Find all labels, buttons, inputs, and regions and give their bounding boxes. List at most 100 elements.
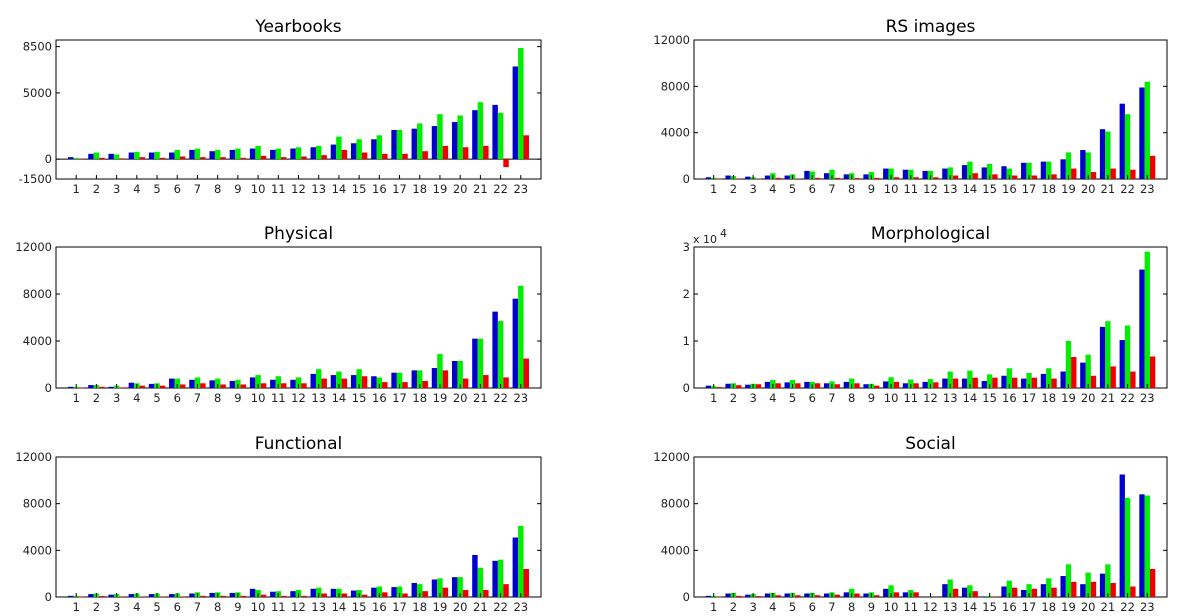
bar-cat-3-series-3 xyxy=(119,596,125,597)
bar-cat-10-series-1 xyxy=(883,588,889,597)
bar-cat-11-series-2 xyxy=(908,169,914,179)
bar-cat-15-series-3 xyxy=(361,376,368,388)
bar-cat-4-series-3 xyxy=(139,157,146,160)
x-tick-label: 21 xyxy=(473,182,488,196)
bar-cat-2-series-3 xyxy=(736,385,742,388)
bar-cat-16-series-1 xyxy=(1001,166,1007,179)
x-tick-label: 21 xyxy=(473,600,488,614)
x-tick-label: 5 xyxy=(789,600,796,614)
bar-cat-17-series-1 xyxy=(391,587,397,597)
bar-cat-17-series-1 xyxy=(1021,378,1027,388)
bar-cat-14-series-1 xyxy=(330,375,337,388)
bar-cat-20-series-2 xyxy=(457,115,463,160)
bar-cat-11-series-2 xyxy=(275,376,282,388)
x-tick-label: 12 xyxy=(291,391,306,405)
x-tick-label: 1 xyxy=(710,182,717,196)
x-tick-label: 12 xyxy=(291,182,306,196)
bar-cat-5-series-3 xyxy=(795,178,801,179)
bar-cat-19-series-2 xyxy=(1065,564,1072,597)
bar-cat-2-series-1 xyxy=(725,383,731,388)
x-tick-label: 8 xyxy=(214,391,221,405)
x-tick-label: 11 xyxy=(903,182,918,196)
x-tick-label: 17 xyxy=(1022,600,1037,614)
bar-cat-22-series-1 xyxy=(1119,340,1125,388)
bar-cat-22-series-2 xyxy=(1124,114,1131,179)
bar-cat-18-series-3 xyxy=(422,151,428,160)
y-tick-label: 4000 xyxy=(661,126,690,140)
x-tick-label: 23 xyxy=(513,600,528,614)
bar-cat-5-series-1 xyxy=(784,593,790,597)
bar-cat-16-series-1 xyxy=(1001,586,1007,597)
bar-cat-9-series-3 xyxy=(240,595,247,597)
bar-cat-18-series-3 xyxy=(1051,587,1057,597)
bar-cat-7-series-3 xyxy=(834,594,840,597)
x-tick-label: 22 xyxy=(1120,391,1135,405)
bar-cat-16-series-2 xyxy=(1006,168,1012,179)
bar-cat-16-series-2 xyxy=(376,586,383,597)
bar-cat-16-series-3 xyxy=(1011,587,1018,597)
bar-cat-13-series-3 xyxy=(952,378,959,388)
bar-cat-18-series-2 xyxy=(417,123,423,160)
x-tick-label: 8 xyxy=(848,600,855,614)
bar-cat-23-series-3 xyxy=(1149,356,1156,388)
bar-cat-14-series-1 xyxy=(330,588,337,597)
bar-cat-3-series-1 xyxy=(108,594,114,597)
bar-cat-5-series-1 xyxy=(784,175,790,179)
bar-cat-9-series-2 xyxy=(235,379,241,388)
x-tick-label: 4 xyxy=(769,600,776,614)
bar-cat-19-series-3 xyxy=(442,370,449,388)
y-tick-label: 8000 xyxy=(661,497,690,511)
chart-title: Physical xyxy=(264,224,333,244)
bar-cat-13-series-3 xyxy=(321,593,327,597)
x-tick-label: 15 xyxy=(982,182,997,196)
bar-cat-4-series-1 xyxy=(128,152,135,160)
bar-cat-1-series-3 xyxy=(716,596,722,598)
x-tick-label: 14 xyxy=(332,391,347,405)
x-tick-label: 10 xyxy=(251,391,266,405)
bar-cat-11-series-2 xyxy=(908,379,914,388)
x-tick-label: 15 xyxy=(352,391,367,405)
x-tick-label: 12 xyxy=(923,600,938,614)
x-tick-label: 18 xyxy=(1041,600,1056,614)
x-tick-label: 7 xyxy=(828,600,835,614)
bar-cat-22-series-2 xyxy=(497,321,504,388)
bar-cat-13-series-1 xyxy=(942,584,948,597)
bar-cat-13-series-1 xyxy=(310,373,316,388)
y-tick-label: 12000 xyxy=(653,450,690,464)
bar-cat-19-series-1 xyxy=(1060,159,1066,179)
x-tick-label: 8 xyxy=(848,391,855,405)
bar-cat-6-series-1 xyxy=(169,594,175,597)
bar-cat-13-series-2 xyxy=(315,145,322,160)
bar-cat-20-series-3 xyxy=(462,590,469,597)
bar-cat-6-series-3 xyxy=(814,177,821,179)
bar-cat-21-series-3 xyxy=(483,590,489,597)
bar-cat-21-series-3 xyxy=(483,145,489,160)
bar-cat-15-series-2 xyxy=(356,369,362,388)
bar-cat-10-series-3 xyxy=(893,381,900,388)
bar-cat-18-series-3 xyxy=(422,380,428,388)
x-tick-label: 22 xyxy=(1120,600,1135,614)
x-tick-label: 9 xyxy=(868,182,875,196)
x-tick-label: 19 xyxy=(1061,391,1076,405)
x-tick-label: 14 xyxy=(963,182,978,196)
bar-cat-10-series-3 xyxy=(260,594,267,597)
x-tick-label: 4 xyxy=(133,391,140,405)
bar-cat-14-series-2 xyxy=(967,585,973,597)
bar-cat-22-series-2 xyxy=(497,112,504,160)
bar-cat-17-series-1 xyxy=(391,372,397,388)
bar-cat-23-series-3 xyxy=(523,569,529,597)
bar-cat-3-series-3 xyxy=(755,178,762,180)
bar-cat-8-series-2 xyxy=(214,149,221,160)
bar-cat-21-series-1 xyxy=(1099,326,1106,388)
plot-frame xyxy=(55,246,542,389)
bar-cat-8-series-3 xyxy=(854,178,860,179)
bar-cat-21-series-1 xyxy=(472,555,478,597)
x-tick-label: 23 xyxy=(1140,391,1155,405)
bar-cat-8-series-3 xyxy=(854,593,860,597)
x-tick-label: 22 xyxy=(493,600,508,614)
bar-cat-10-series-2 xyxy=(255,145,261,160)
bar-cat-9-series-1 xyxy=(229,380,236,388)
x-tick-label: 14 xyxy=(332,182,347,196)
